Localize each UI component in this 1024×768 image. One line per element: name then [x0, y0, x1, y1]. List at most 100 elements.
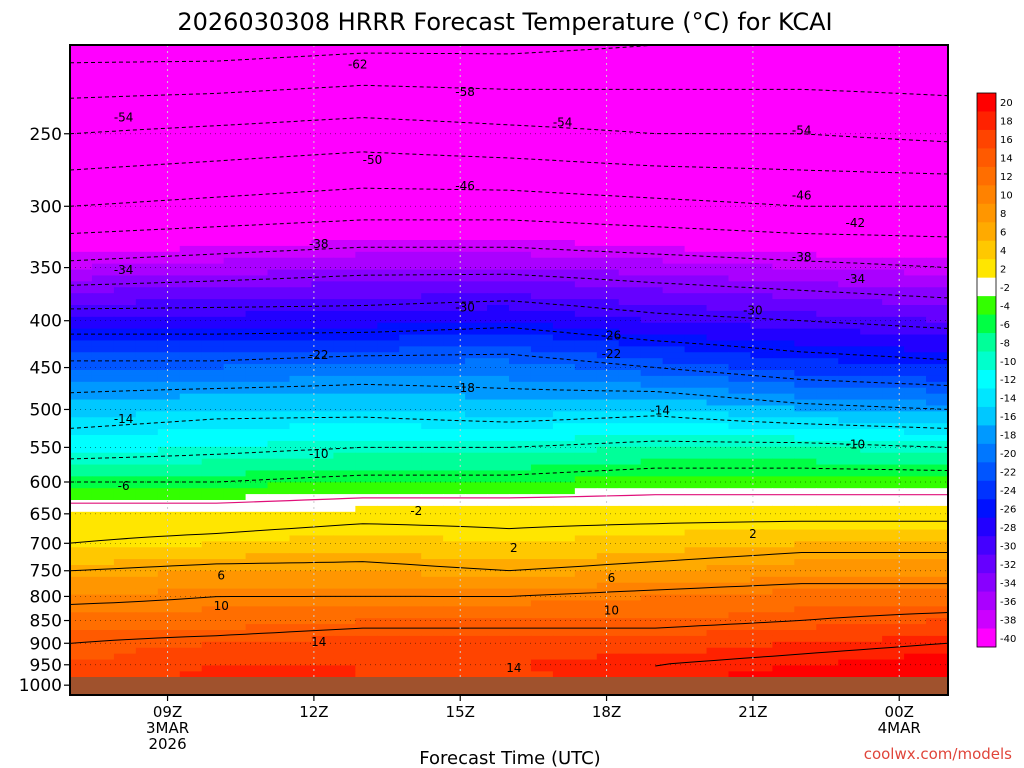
field-cell: [882, 588, 905, 596]
field-cell: [684, 635, 708, 643]
field-cell: [618, 163, 642, 170]
field-cell: [201, 163, 225, 170]
field-cell: [399, 565, 422, 572]
field-cell: [377, 169, 400, 176]
field-cell: [926, 216, 948, 223]
field-cell: [333, 115, 356, 123]
field-cell: [377, 98, 400, 105]
field-cell: [552, 121, 576, 129]
field-cell: [882, 334, 905, 342]
field-cell: [487, 240, 510, 247]
field-cell: [201, 145, 225, 152]
field-cell: [70, 635, 93, 643]
contour-label: 2: [749, 527, 757, 541]
field-cell: [245, 387, 269, 395]
field-cell: [333, 576, 356, 584]
field-cell: [728, 334, 752, 342]
field-cell: [91, 381, 115, 389]
field-cell: [640, 653, 664, 661]
field-cell: [596, 204, 620, 212]
field-cell: [574, 464, 598, 472]
field-cell: [640, 340, 664, 347]
field-cell: [794, 659, 817, 667]
field-cell: [816, 328, 839, 336]
field-cell: [860, 192, 883, 200]
field-cell: [465, 275, 488, 282]
field-cell: [157, 121, 181, 129]
field-cell: [640, 482, 664, 489]
field-cell: [794, 204, 817, 212]
field-cell: [816, 245, 839, 253]
field-cell: [618, 665, 642, 672]
field-cell: [223, 92, 247, 99]
field-cell: [640, 198, 664, 206]
field-cell: [574, 671, 598, 678]
field-cell: [618, 606, 642, 613]
field-cell: [596, 440, 620, 448]
field-cell: [135, 316, 159, 324]
field-cell: [91, 269, 115, 277]
field-cell: [816, 547, 839, 554]
field-cell: [443, 612, 466, 619]
field-cell: [574, 104, 598, 111]
field-cell: [574, 588, 598, 596]
field-cell: [311, 423, 334, 430]
field-cell: [882, 145, 905, 152]
field-cell: [289, 405, 313, 412]
field-cell: [157, 180, 181, 188]
field-cell: [333, 488, 356, 495]
field-cell: [794, 624, 817, 631]
field-cell: [618, 653, 642, 661]
field-cell: [662, 133, 686, 141]
field-cell: [91, 110, 115, 117]
field-cell: [399, 163, 422, 170]
field-cell: [816, 157, 839, 164]
field-cell: [509, 281, 532, 288]
field-cell: [574, 68, 598, 76]
field-cell: [421, 104, 444, 111]
field-cell: [574, 240, 598, 247]
field-cell: [904, 316, 927, 324]
field-cell: [421, 417, 444, 424]
field-cell: [70, 310, 93, 318]
field-cell: [245, 576, 269, 584]
field-cell: [421, 452, 444, 460]
field-cell: [926, 80, 948, 87]
field-cell: [399, 570, 422, 578]
contour-label: 10: [604, 604, 619, 618]
field-cell: [311, 133, 334, 141]
field-cell: [91, 175, 115, 182]
field-cell: [421, 635, 444, 643]
field-cell: [443, 50, 466, 58]
field-cell: [267, 417, 291, 424]
field-cell: [772, 299, 795, 306]
field-cell: [509, 169, 532, 176]
field-cell: [794, 547, 817, 554]
field-cell: [728, 612, 752, 619]
field-cell: [860, 98, 883, 105]
field-cell: [289, 80, 313, 87]
field-cell: [223, 387, 247, 395]
field-cell: [267, 653, 291, 661]
field-cell: [311, 222, 334, 229]
field-cell: [728, 659, 752, 667]
field-cell: [443, 393, 466, 401]
field-cell: [223, 305, 247, 312]
field-cell: [91, 641, 115, 649]
field-cell: [596, 399, 620, 407]
field-cell: [530, 446, 554, 454]
field-cell: [157, 175, 181, 182]
field-cell: [596, 547, 620, 554]
field-cell: [794, 618, 817, 625]
field-cell: [355, 630, 378, 637]
field-cell: [596, 50, 620, 58]
field-cell: [113, 435, 137, 442]
field-cell: [135, 647, 159, 655]
field-cell: [750, 559, 773, 566]
field-cell: [794, 121, 817, 129]
field-cell: [377, 470, 400, 477]
field-cell: [838, 281, 861, 288]
field-cell: [377, 257, 400, 265]
field-cell: [552, 263, 576, 271]
field-cell: [618, 411, 642, 418]
